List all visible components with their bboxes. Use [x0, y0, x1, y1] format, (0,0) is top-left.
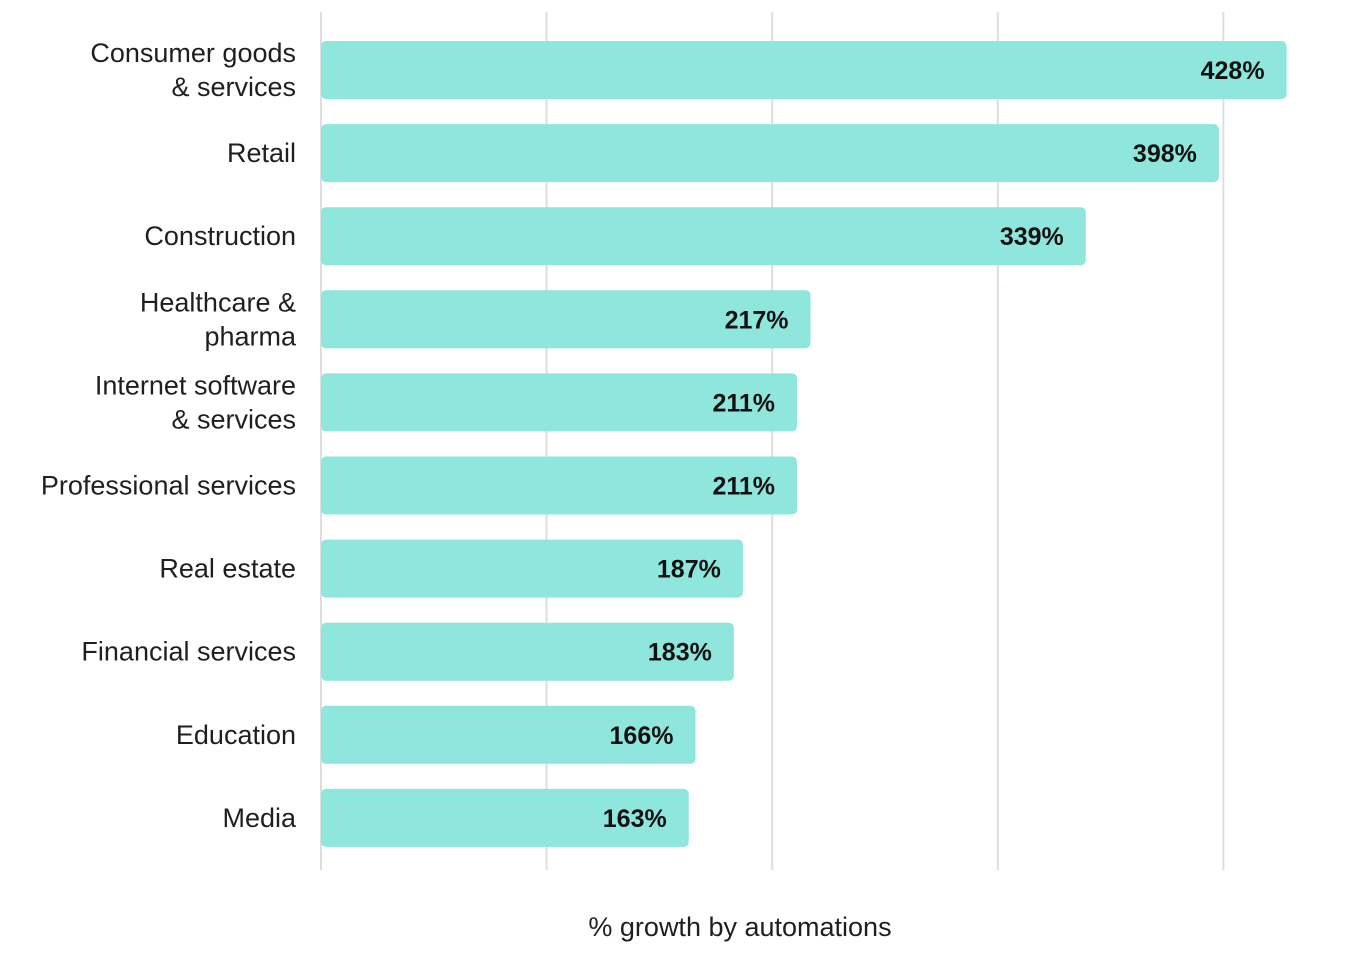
bar-value-label: 211%: [712, 473, 775, 501]
category-label-line: Education: [176, 720, 296, 750]
bar: [321, 124, 1219, 183]
bar: [321, 373, 798, 432]
category-label: Media: [222, 803, 297, 833]
category-label-line: Construction: [144, 221, 296, 251]
value-labels: 428% 398% 339% 217% 211% 211% 187% 183% 166% 163%: [603, 57, 1265, 833]
category-label: Internet software & services: [95, 370, 296, 434]
category-label-line: Retail: [227, 138, 296, 168]
category-label-line: & services: [171, 404, 296, 434]
bar-value-label: 217%: [725, 306, 789, 334]
bar-value-label: 211%: [712, 389, 775, 417]
category-label-line: & services: [171, 72, 296, 102]
x-axis-title: % growth by automations: [588, 912, 891, 942]
bar: [321, 456, 798, 515]
category-label: Education: [176, 720, 296, 750]
category-label: Construction: [144, 221, 296, 251]
category-label: Healthcare & pharma: [140, 287, 297, 351]
bar: [321, 207, 1086, 266]
bar: [321, 705, 696, 764]
category-label-line: Professional services: [41, 471, 296, 501]
bar: [321, 622, 734, 681]
category-label: Consumer goods & services: [90, 38, 296, 102]
category-label: Retail: [227, 138, 296, 168]
bar-value-label: 183%: [648, 639, 712, 667]
category-label-line: Media: [222, 803, 297, 833]
bar-value-label: 187%: [657, 556, 721, 584]
category-label-line: Internet software: [95, 370, 296, 400]
category-label: Real estate: [159, 554, 296, 584]
bar-value-label: 163%: [603, 805, 667, 833]
category-label-line: Real estate: [159, 554, 296, 584]
bar-value-label: 166%: [610, 722, 674, 750]
bar: [321, 290, 811, 349]
category-labels: Consumer goods & services Retail Constructi…: [41, 38, 297, 833]
category-label-line: Consumer goods: [90, 38, 296, 68]
bar-value-label: 339%: [1000, 223, 1064, 251]
bar: [321, 788, 689, 847]
bar: [321, 41, 1287, 99]
bar: [321, 539, 743, 598]
bars-layer: [321, 41, 1287, 847]
category-label: Professional services: [41, 471, 296, 501]
bar-value-label: 398%: [1133, 140, 1197, 168]
category-label-line: pharma: [204, 321, 297, 351]
bar-value-label: 428%: [1201, 57, 1265, 85]
category-label-line: Healthcare &: [140, 287, 296, 317]
category-label: Financial services: [81, 637, 296, 667]
category-label-line: Financial services: [81, 637, 296, 667]
